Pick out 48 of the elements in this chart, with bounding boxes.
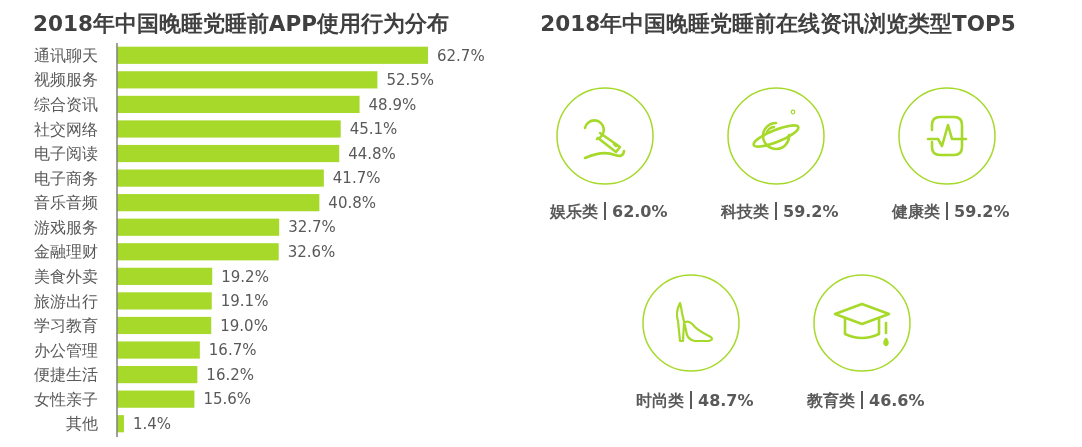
y-tick-label: 学习教育 (34, 316, 98, 336)
data-label: 40.8% (328, 193, 377, 212)
y-tick-label: 便捷生活 (34, 365, 98, 385)
bar (117, 46, 428, 64)
bar (117, 316, 212, 335)
data-label: 48.9% (368, 95, 417, 114)
data-label: 1.4% (132, 414, 172, 433)
data-label: 32.6% (287, 243, 336, 262)
bar (117, 120, 341, 138)
bar (117, 341, 200, 359)
data-label: 52.5% (386, 71, 435, 90)
bar (117, 169, 324, 187)
data-label: 19.1% (220, 292, 269, 311)
bar (117, 71, 378, 89)
bar (117, 194, 320, 212)
bar (117, 267, 213, 285)
y-tick-label: 社交网络 (34, 119, 98, 139)
data-label: 41.7% (332, 169, 381, 188)
bar (117, 366, 198, 384)
y-tick-label: 电子商务 (34, 168, 98, 188)
y-tick-label: 办公管理 (34, 340, 98, 360)
bar (117, 292, 212, 310)
data-label: 19.2% (221, 267, 269, 286)
y-tick-label: 女性亲子 (34, 389, 98, 409)
data-label: 15.6% (203, 390, 252, 409)
y-tick-label: 旅游出行 (34, 291, 98, 311)
y-tick-label: 电子阅读 (34, 144, 98, 164)
y-tick-label: 综合资讯 (34, 95, 98, 115)
y-tick-label: 视频服务 (34, 70, 98, 90)
data-label: 16.2% (206, 365, 255, 384)
data-label: 45.1% (349, 120, 398, 139)
bar (117, 144, 340, 163)
y-tick-label: 美食外卖 (34, 266, 98, 286)
chart-title: 2018年中国晚睡党睡前APP使用行为分布 (33, 11, 449, 36)
y-tick-label: 游戏服务 (34, 217, 98, 237)
y-tick-label: 通讯聊天 (34, 45, 98, 65)
data-label: 62.7% (437, 46, 485, 65)
data-label: 44.8% (348, 144, 396, 163)
data-label: 16.7% (208, 341, 257, 360)
bar (117, 390, 195, 408)
data-label: 32.7% (288, 218, 336, 237)
bar (117, 243, 279, 261)
bar (117, 218, 280, 236)
y-tick-label: 音乐音频 (34, 193, 98, 213)
y-tick-label: 其他 (66, 414, 98, 434)
data-label: 19.0% (220, 316, 268, 335)
bar (117, 95, 360, 113)
y-tick-label: 金融理财 (34, 242, 98, 262)
